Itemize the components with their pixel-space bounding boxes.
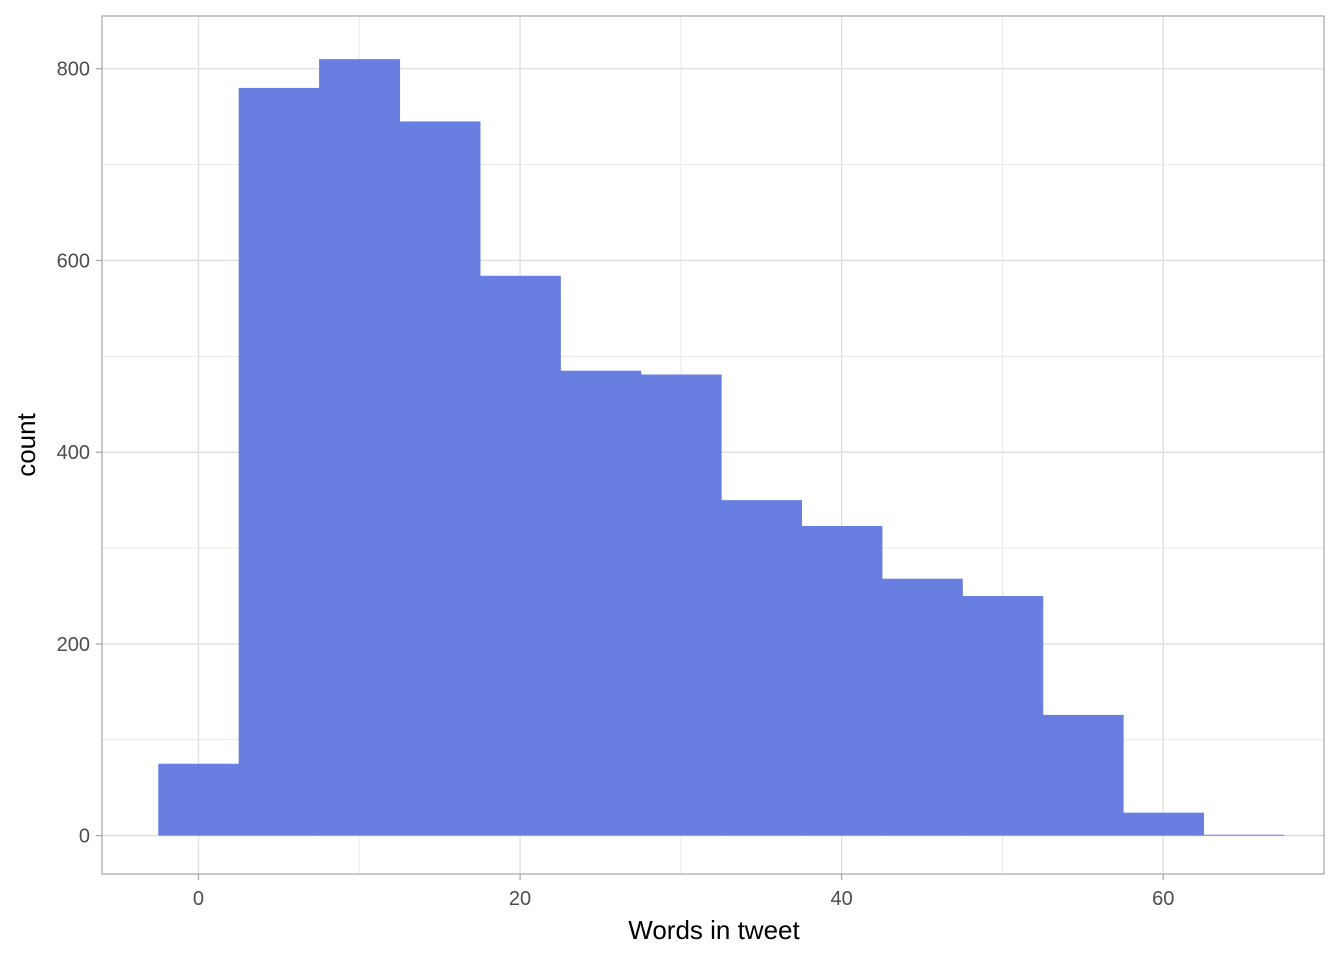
y-tick-label: 200 (57, 634, 90, 656)
histogram-bar (238, 87, 320, 836)
x-tick-label: 0 (193, 888, 204, 910)
y-axis-title: count (11, 412, 41, 476)
histogram-bar (1042, 714, 1124, 836)
x-axis-ticks: 0 20 40 60 (193, 874, 1174, 910)
histogram-bar (801, 526, 883, 836)
histogram-bar (479, 275, 561, 836)
x-axis-title: Words in tweet (628, 915, 800, 945)
histogram-bar (158, 763, 240, 836)
y-axis-ticks: 0 200 400 600 800 (57, 59, 102, 848)
x-tick-label: 40 (831, 888, 853, 910)
histogram-bar (1203, 834, 1285, 836)
y-tick-label: 400 (57, 442, 90, 464)
histogram-bar (962, 595, 1044, 836)
histogram-bar (640, 374, 722, 836)
histogram-bar (560, 370, 642, 836)
x-tick-label: 60 (1152, 888, 1174, 910)
histogram-bars (158, 59, 1285, 836)
histogram-bar (399, 121, 481, 836)
histogram-bar (881, 578, 963, 836)
y-tick-label: 0 (79, 826, 90, 848)
histogram-bar (1123, 812, 1205, 836)
histogram-bar (721, 500, 803, 836)
y-tick-label: 600 (57, 250, 90, 272)
plot-panel-border (101, 15, 1325, 875)
histogram-bar (319, 59, 401, 836)
x-tick-label: 20 (509, 888, 531, 910)
y-tick-label: 800 (57, 59, 90, 81)
